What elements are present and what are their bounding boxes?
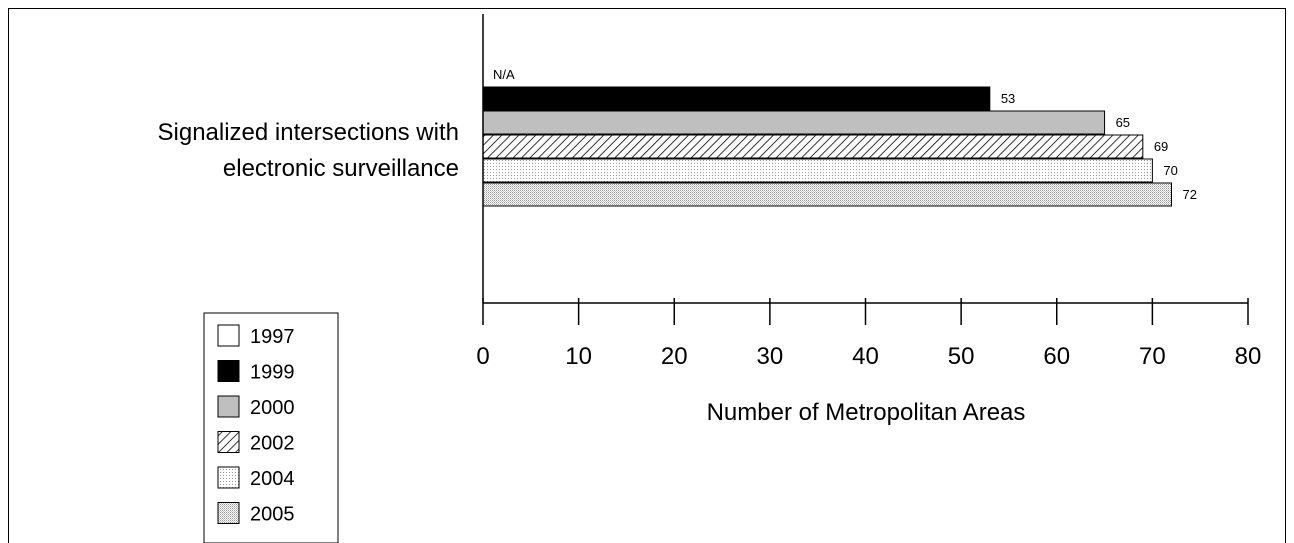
legend-swatch-2002 xyxy=(217,431,240,453)
legend-swatch-2000 xyxy=(217,395,240,418)
data-label-2002: 69 xyxy=(1154,139,1168,154)
x-tick-label-50: 50 xyxy=(948,343,975,370)
legend: 1997 1999 2000 2002 2004 2005 xyxy=(203,312,339,543)
legend-label-2005: 2005 xyxy=(250,504,295,526)
data-label-2005: 72 xyxy=(1183,187,1197,202)
bar-2002 xyxy=(482,134,1144,159)
legend-label-1997: 1997 xyxy=(250,326,295,348)
x-tick-label-0: 0 xyxy=(476,343,489,370)
category-label-line-1: Signalized intersections with xyxy=(158,119,460,146)
legend-label-2002: 2002 xyxy=(250,433,295,455)
legend-swatch-1997 xyxy=(217,324,240,347)
legend-label-2000: 2000 xyxy=(250,397,295,419)
legend-label-1999: 1999 xyxy=(250,362,295,384)
x-axis-title: Number of Metropolitan Areas xyxy=(707,399,1026,426)
x-axis: 0 10 20 30 40 50 60 70 80 xyxy=(476,14,1261,370)
legend-swatch-2005 xyxy=(217,502,240,524)
bar-2004 xyxy=(482,158,1153,183)
x-tick-label-60: 60 xyxy=(1043,343,1070,370)
x-tick-label-80: 80 xyxy=(1235,343,1262,370)
bar-1999 xyxy=(482,86,991,111)
bar-2005 xyxy=(482,182,1172,207)
legend-label-2004: 2004 xyxy=(250,468,295,490)
x-tick-label-30: 30 xyxy=(757,343,784,370)
category-label-line-2: electronic surveillance xyxy=(223,155,459,182)
data-label-1999: 53 xyxy=(1001,91,1015,106)
data-label-2004: 70 xyxy=(1163,163,1177,178)
x-tick-label-20: 20 xyxy=(661,343,688,370)
legend-swatch-1999 xyxy=(217,360,240,382)
bar-2000 xyxy=(482,110,1106,135)
x-tick-label-40: 40 xyxy=(852,343,879,370)
legend-swatch-2004 xyxy=(217,466,240,489)
x-tick-label-70: 70 xyxy=(1139,343,1166,370)
data-label-2000: 65 xyxy=(1116,115,1130,130)
data-label-1997: N/A xyxy=(493,67,515,82)
x-tick-label-10: 10 xyxy=(565,343,592,370)
bars-layer: N/A 53 65 69 70 72 xyxy=(482,67,1197,207)
